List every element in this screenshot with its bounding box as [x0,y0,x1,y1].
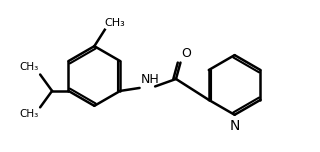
Text: CH₃: CH₃ [105,18,125,28]
Text: CH₃: CH₃ [20,109,39,119]
Text: O: O [181,47,191,60]
Text: N: N [229,119,240,133]
Text: NH: NH [141,73,160,86]
Text: CH₃: CH₃ [20,62,39,72]
